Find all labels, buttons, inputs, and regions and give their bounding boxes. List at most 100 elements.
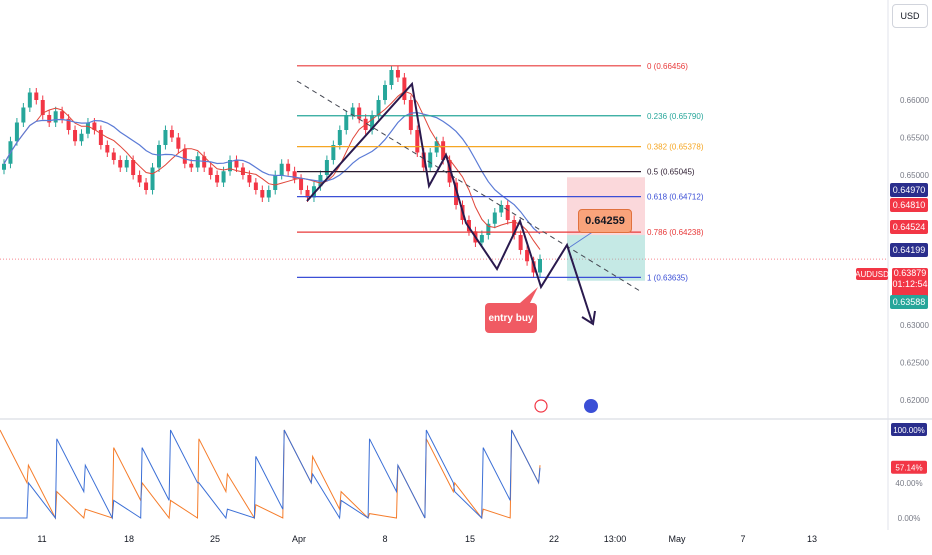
candle-body-26 [169, 130, 174, 138]
candle-body-53 [344, 115, 349, 130]
osc-blue-line [0, 429, 541, 520]
candle-body-76 [492, 212, 497, 224]
osc-tick-label-0: 100.00% [893, 426, 925, 435]
osc-orange-line [0, 429, 541, 520]
candle-body-42 [273, 175, 278, 190]
candle-body-70 [454, 182, 459, 205]
candle-body-40 [260, 190, 265, 198]
candle-body-8 [53, 111, 58, 123]
candle-body-37 [240, 167, 245, 175]
candle-body-38 [247, 175, 252, 183]
x-tick-label-6: 22 [549, 534, 559, 544]
ma-fast-line [3, 90, 541, 250]
pattern-arrow-head [581, 310, 596, 326]
candle-body-81 [525, 250, 530, 262]
lightning-icon [534, 399, 548, 413]
candle-body-35 [228, 160, 233, 172]
x-tick-label-3: Apr [292, 534, 306, 544]
y-tick-label-2: 0.65000 [900, 171, 929, 180]
candle-body-6 [40, 100, 45, 115]
candle-body-64 [415, 130, 420, 153]
candle-body-75 [486, 223, 491, 235]
flag-icon [584, 399, 598, 413]
candle-body-39 [253, 182, 258, 190]
entry-buy-annotation[interactable]: entry buy [485, 303, 537, 333]
candle-body-45 [292, 171, 297, 179]
candle-body-21 [137, 175, 142, 183]
candle-body-32 [208, 167, 213, 175]
current-price-value: 0.63879 [893, 268, 927, 278]
candle-body-13 [85, 122, 90, 134]
x-tick-label-7: 13:00 [604, 534, 627, 544]
currency-button[interactable]: USD [892, 4, 928, 28]
fib-label-3: 0.5 (0.65045) [647, 168, 695, 177]
osc-tick-label-1: 57.14% [895, 464, 922, 473]
entry-pointer [520, 287, 538, 303]
fib-label-6: 1 (0.63635) [647, 273, 688, 282]
candle-body-66 [428, 152, 433, 168]
price-label-4: 0.64199 [890, 243, 928, 257]
osc-tick-label-3: 0.00% [898, 514, 921, 523]
fib-label-4: 0.618 (0.64712) [647, 193, 704, 202]
candle-body-36 [234, 160, 239, 168]
candle-body-19 [124, 160, 129, 168]
candle-body-50 [324, 160, 329, 175]
y-tick-label-5: 0.62000 [900, 396, 929, 405]
fib-label-5: 0.786 (0.64238) [647, 228, 704, 237]
osc-badge-1 [891, 460, 927, 474]
candle-body-30 [195, 156, 200, 168]
fib-label-1: 0.236 (0.65790) [647, 112, 704, 121]
candle-body-46 [299, 178, 304, 190]
candle-body-57 [370, 115, 375, 130]
candle-body-74 [479, 235, 484, 243]
pattern-path [306, 81, 593, 323]
candle-body-29 [189, 163, 194, 168]
candle-body-52 [337, 130, 342, 145]
candle-body-0 [2, 163, 6, 170]
candle-body-51 [331, 145, 336, 160]
candle-body-12 [79, 133, 84, 142]
x-tick-label-9: 7 [740, 534, 745, 544]
candle-body-54 [350, 107, 355, 115]
x-tick-label-4: 8 [382, 534, 387, 544]
candle-body-34 [221, 171, 226, 183]
candle-body-4 [27, 92, 32, 108]
target-price-callout[interactable]: 0.64259 [578, 209, 632, 233]
candle-body-17 [111, 152, 116, 160]
candle-body-23 [150, 167, 155, 190]
price-label-2: 0.64810 [890, 198, 928, 212]
trend-line [296, 80, 641, 292]
candle-body-61 [395, 70, 400, 78]
ma-slow-line [3, 111, 541, 235]
candle-body-33 [215, 175, 220, 183]
candle-body-41 [266, 190, 271, 198]
x-tick-label-10: 13 [807, 534, 817, 544]
candle-body-77 [499, 205, 504, 213]
candle-body-14 [92, 122, 97, 130]
candle-body-10 [66, 118, 71, 130]
x-tick-label-2: 25 [210, 534, 220, 544]
candle-body-49 [318, 175, 323, 187]
callout-connector [569, 230, 595, 248]
candle-body-5 [34, 92, 39, 100]
candle-body-11 [73, 130, 78, 142]
candle-body-82 [531, 261, 536, 273]
y-tick-label-0: 0.66000 [900, 96, 929, 105]
candle-body-24 [156, 145, 161, 168]
osc-badge-0 [891, 423, 927, 436]
y-tick-label-4: 0.62500 [900, 359, 929, 368]
candle-body-20 [131, 160, 136, 175]
candle-body-16 [105, 145, 110, 153]
candle-body-25 [163, 130, 168, 145]
candle-body-83 [538, 259, 542, 273]
x-tick-label-1: 18 [124, 534, 134, 544]
osc-tick-label-2: 40.00% [895, 479, 922, 488]
candle-body-7 [47, 115, 52, 123]
candle-body-44 [286, 163, 291, 172]
candle-body-80 [518, 235, 523, 250]
candle-body-55 [357, 107, 362, 119]
candle-body-43 [279, 163, 284, 175]
y-tick-label-1: 0.65500 [900, 134, 929, 143]
